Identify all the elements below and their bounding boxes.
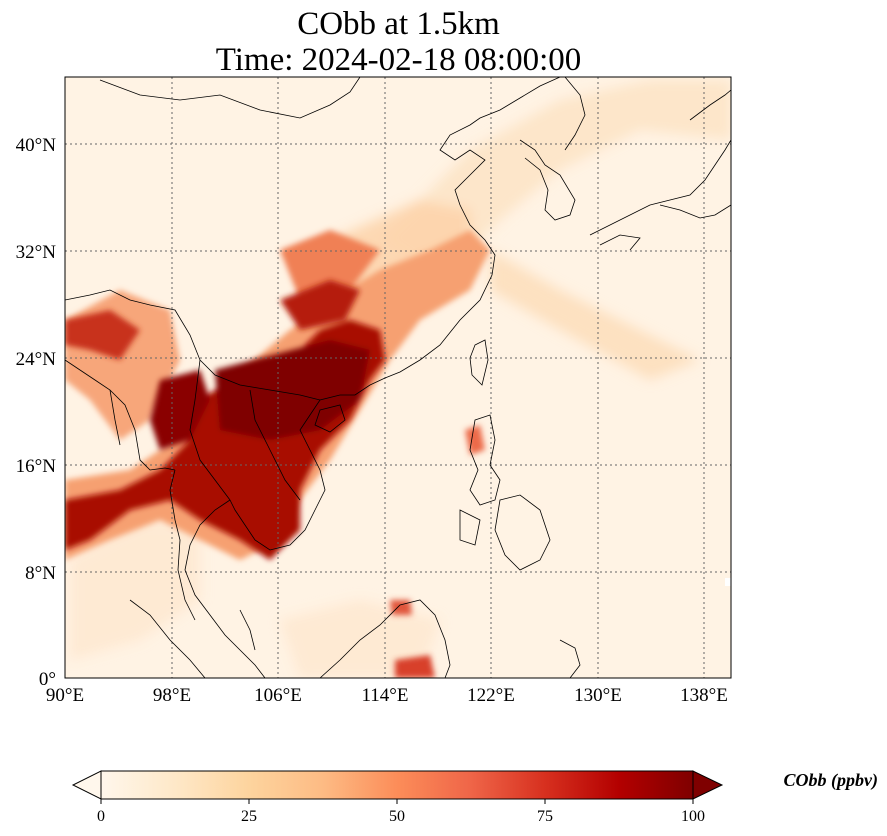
dense-plume-layer <box>65 280 385 560</box>
lat-axis: 0° 8°N 16°N 24°N 32°N 40°N <box>16 135 57 690</box>
lat-tick-label: 32°N <box>16 242 57 263</box>
lon-tick-label: 130°E <box>574 685 622 706</box>
lon-tick-label: 114°E <box>362 685 409 706</box>
colorbar-tick-label: 0 <box>97 808 105 825</box>
gridlines <box>65 77 731 678</box>
map-subtitle-time: Time: 2024-02-18 08:00:00 <box>215 42 582 78</box>
colorbar: 0 25 50 75 100 CObb (ppbv) <box>71 770 878 825</box>
lat-tick-label: 24°N <box>16 349 57 370</box>
lon-tick-label: 138°E <box>680 685 728 706</box>
lat-tick-label: 40°N <box>16 135 57 156</box>
colorbar-ticks <box>100 799 694 804</box>
colorbar-extend-min <box>71 770 102 800</box>
lon-tick-label: 98°E <box>153 685 191 706</box>
colorbar-tick-label: 100 <box>681 808 705 825</box>
concentration-field <box>65 77 731 678</box>
lon-tick-label: 122°E <box>467 685 515 706</box>
missing-data-spot <box>725 578 731 586</box>
colorbar-tick-label: 50 <box>389 808 405 825</box>
colorbar-title: CObb (ppbv) <box>784 770 878 791</box>
lat-tick-label: 0° <box>39 669 56 690</box>
colorbar-tick-label: 25 <box>241 808 257 825</box>
map-frame <box>64 76 732 679</box>
lon-tick-label: 90°E <box>46 685 84 706</box>
light-haze-layer <box>70 80 731 678</box>
colorbar-gradient <box>101 771 693 799</box>
map-title: CObb at 1.5km <box>297 6 500 42</box>
lon-tick-label: 106°E <box>254 685 302 706</box>
coastlines <box>65 77 731 678</box>
colorbar-extend-max <box>692 770 724 800</box>
lon-axis: 90°E 98°E 106°E 114°E 122°E 130°E 138°E <box>46 685 728 706</box>
colorbar-tick-label: 75 <box>537 808 553 825</box>
lat-tick-label: 16°N <box>16 456 57 477</box>
lat-tick-label: 8°N <box>25 563 56 584</box>
